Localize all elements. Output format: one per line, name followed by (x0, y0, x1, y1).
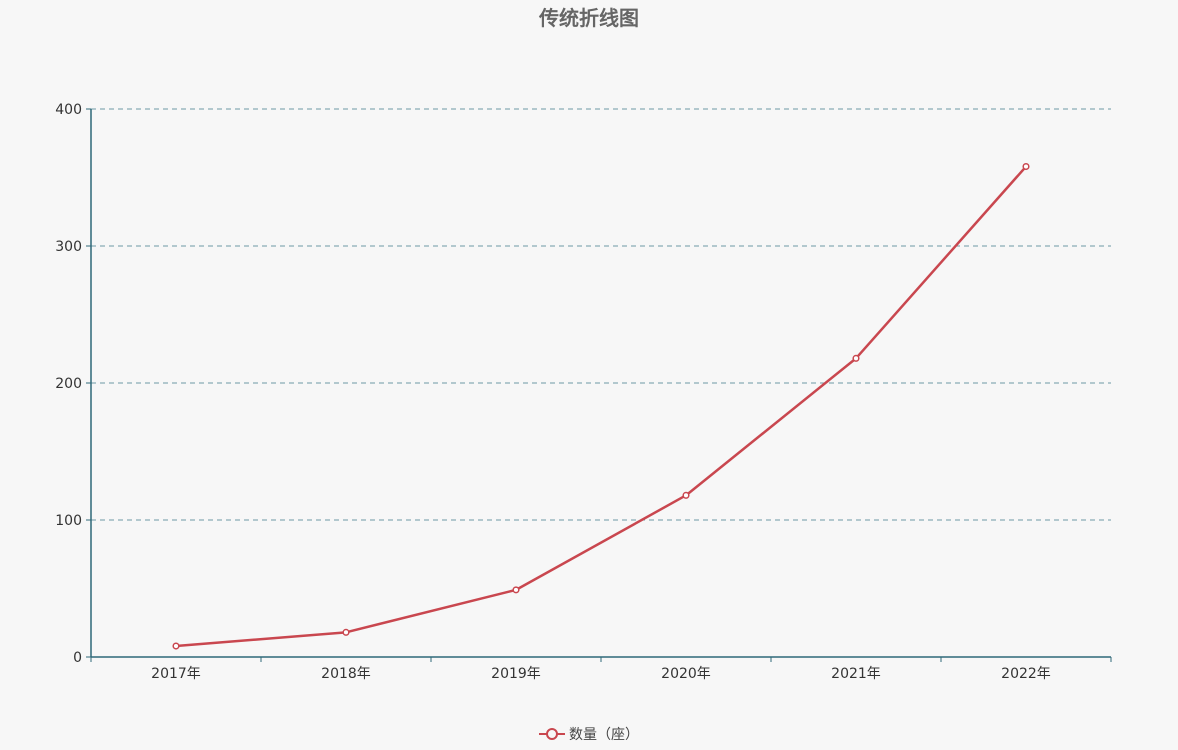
legend[interactable]: 数量（座） (0, 724, 1178, 745)
chart-title: 传统折线图 (539, 6, 639, 30)
y-tick-label: 0 (73, 650, 82, 666)
data-point (1022, 162, 1030, 171)
data-point (172, 642, 180, 650)
y-tick-label: 300 (55, 239, 82, 255)
x-tick-label: 2022年 (1001, 666, 1051, 682)
y-tick-label: 100 (55, 513, 82, 529)
x-tick-label: 2021年 (831, 666, 881, 682)
x-tick-label: 2019年 (491, 666, 541, 682)
data-point (512, 586, 520, 594)
legend-marker-icon (539, 728, 565, 740)
y-tick-label: 200 (55, 376, 82, 392)
data-point (342, 628, 350, 636)
data-point (682, 491, 690, 499)
legend-label: 数量（座） (569, 727, 639, 743)
x-tick-label: 2020年 (661, 666, 711, 682)
series-line (175, 165, 1027, 648)
x-tick-label: 2018年 (321, 666, 371, 682)
y-tick-label: 400 (55, 102, 82, 118)
data-point (852, 354, 860, 362)
x-tick-label: 2017年 (151, 666, 201, 682)
